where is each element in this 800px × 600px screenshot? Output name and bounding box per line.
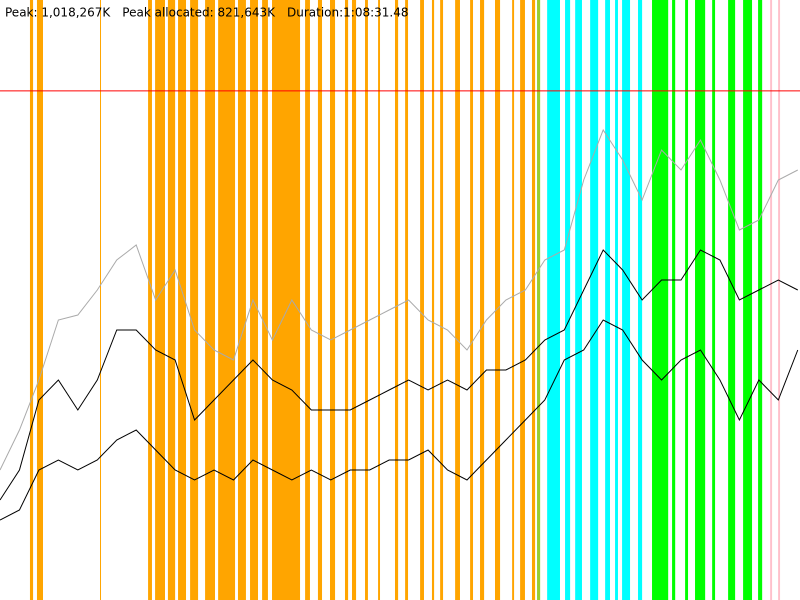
gc-band — [272, 0, 301, 600]
gc-band — [378, 0, 381, 600]
gc-band — [758, 0, 763, 600]
memory-line — [0, 319, 799, 521]
header-stat: Peak allocated: 821,643K — [122, 6, 276, 20]
gc-band — [440, 0, 444, 600]
gc-band — [520, 0, 525, 600]
gc-band — [778, 0, 781, 600]
gc-band — [330, 0, 336, 600]
header-stat: Duration:1:08:31.48 — [287, 6, 409, 20]
gc-band — [638, 0, 643, 600]
gc-band — [622, 0, 631, 600]
gc-band — [305, 0, 310, 600]
gc-band — [351, 0, 357, 600]
memory-line — [0, 249, 798, 501]
gc-band — [695, 0, 706, 600]
gc-band — [770, 0, 773, 600]
gc-band — [317, 0, 323, 600]
header-stat: Peak: 1,018,267K — [5, 6, 111, 20]
gc-band — [547, 0, 560, 600]
gc-band — [495, 0, 501, 600]
gc-band — [590, 0, 599, 600]
gc-band — [470, 0, 474, 600]
gc-band — [672, 0, 676, 600]
gc-band — [743, 0, 753, 600]
gc-band — [431, 0, 435, 600]
gc-band — [250, 0, 259, 600]
gc-band — [365, 0, 368, 600]
gc-band — [394, 0, 399, 600]
gc-band — [262, 0, 268, 600]
gc-band — [531, 0, 536, 600]
gc-band — [155, 0, 166, 600]
gc-band — [405, 0, 409, 600]
gc-band — [36, 0, 44, 600]
gc-band — [712, 0, 716, 600]
gc-band — [420, 0, 424, 600]
gc-band — [178, 0, 187, 600]
gc-band — [100, 0, 102, 600]
gc-band — [652, 0, 669, 600]
gc-band — [537, 0, 541, 600]
gc-band — [167, 0, 176, 600]
gc-band — [615, 0, 618, 600]
gc-band — [205, 0, 216, 600]
gc-band — [218, 0, 236, 600]
gc-band — [455, 0, 460, 600]
gc-band — [237, 0, 246, 600]
gc-band — [728, 0, 736, 600]
gc-band — [29, 0, 34, 600]
memory-line — [0, 128, 798, 471]
gc-band — [190, 0, 199, 600]
gc-band — [512, 0, 515, 600]
gc-band — [605, 0, 610, 600]
gc-band — [685, 0, 689, 600]
gc-band — [148, 0, 152, 600]
gc-band — [565, 0, 571, 600]
gc-band — [344, 0, 349, 600]
gc-band — [480, 0, 485, 600]
